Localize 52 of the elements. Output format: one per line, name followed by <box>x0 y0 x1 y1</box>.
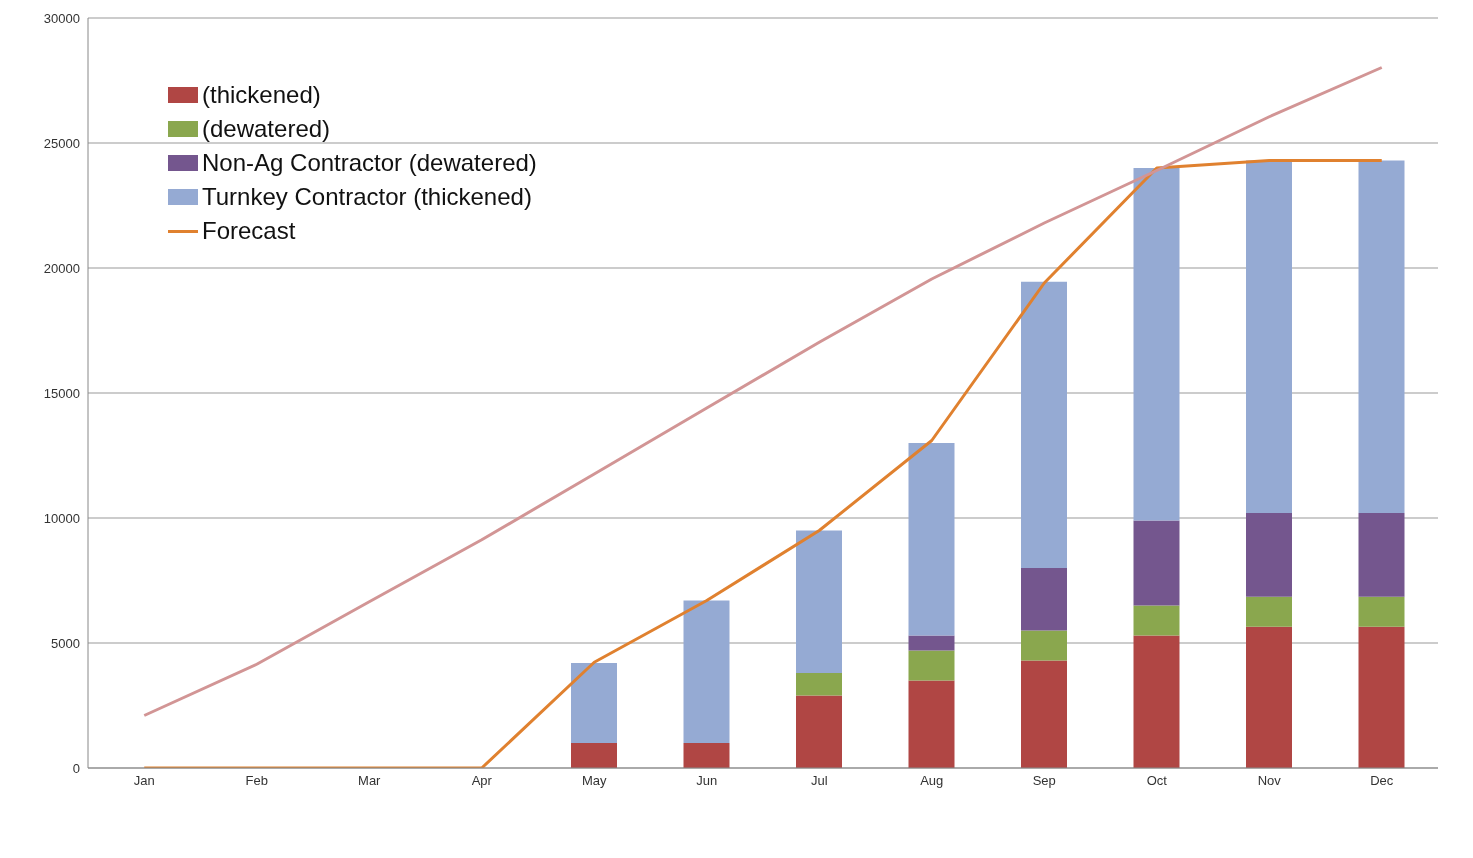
y-tick-label: 25000 <box>43 135 80 151</box>
bar <box>908 635 955 651</box>
x-tick-label: Jan <box>133 773 155 789</box>
x-tick-label: Jul <box>810 773 828 789</box>
bar <box>908 443 955 636</box>
bar <box>683 600 730 743</box>
y-tick-label: 15000 <box>43 385 80 401</box>
line-series <box>142 66 1384 717</box>
x-tick-label: Dec <box>1370 773 1394 789</box>
y-tick-label: 10000 <box>43 510 80 526</box>
bar <box>1133 605 1180 636</box>
bar <box>1021 660 1067 768</box>
bar <box>1358 626 1405 768</box>
y-tick-label: 0 <box>72 760 80 776</box>
bar <box>1133 635 1180 768</box>
bar <box>1246 160 1292 513</box>
legend-label: Forecast <box>202 216 296 246</box>
bar <box>796 695 842 768</box>
bar <box>1133 168 1180 521</box>
y-tick-label: 30000 <box>43 10 80 26</box>
legend-label: Non-Ag Contractor (dewatered) <box>202 148 537 178</box>
legend-label: (dewatered) <box>202 114 331 144</box>
x-tick-label: Nov <box>1257 773 1282 789</box>
x-tick-label: Aug <box>920 773 944 789</box>
y-tick-label: 5000 <box>51 635 80 651</box>
bar <box>1358 160 1405 513</box>
bar <box>908 650 955 681</box>
bar <box>1021 568 1067 631</box>
bar <box>1358 596 1405 627</box>
x-tick-label: Sep <box>1032 773 1056 789</box>
bar <box>908 680 955 768</box>
x-tick-label: Mar <box>358 773 382 789</box>
bar <box>1133 520 1180 606</box>
bar <box>796 673 842 696</box>
bar <box>1021 281 1067 568</box>
x-tick-label: May <box>581 773 608 789</box>
legend-label: (thickened) <box>202 80 321 110</box>
y-tick-label: 20000 <box>43 260 80 276</box>
bar <box>796 530 842 673</box>
bar <box>1246 513 1292 597</box>
bar <box>683 743 730 768</box>
x-tick-label: Feb <box>245 773 268 789</box>
x-tick-label: Apr <box>471 773 493 789</box>
bar <box>571 743 617 768</box>
x-tick-label: Oct <box>1146 773 1168 789</box>
bar <box>571 663 617 743</box>
bar <box>1358 513 1405 597</box>
legend-label: Turnkey Contractor (thickened) <box>202 182 532 212</box>
x-tick-label: Jun <box>696 773 718 789</box>
bar <box>1021 630 1067 661</box>
bar <box>1246 626 1292 768</box>
bar <box>1246 596 1292 627</box>
